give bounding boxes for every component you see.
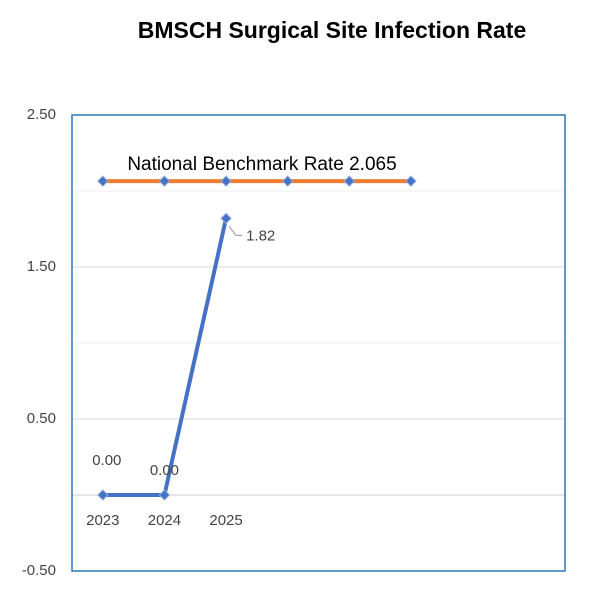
- marker: [158, 489, 171, 501]
- marker: [158, 175, 171, 187]
- marker: [405, 175, 417, 187]
- annotation: National Benchmark Rate 2.065: [127, 154, 396, 175]
- marker: [220, 212, 232, 225]
- data-label: 0.00: [150, 462, 179, 479]
- x-tick-label: 2024: [148, 512, 181, 529]
- y-tick-label: 0.50: [27, 410, 56, 427]
- data-label: 0.00: [92, 452, 121, 469]
- plot-frame: [71, 114, 566, 572]
- data-label: 1.82: [246, 227, 275, 244]
- y-tick-label: 2.50: [27, 106, 56, 123]
- chart-title: BMSCH Surgical Site Infection Rate: [138, 17, 527, 43]
- marker: [97, 175, 109, 187]
- marker: [220, 175, 232, 187]
- x-tick-label: 2023: [86, 512, 119, 529]
- marker: [281, 175, 294, 187]
- x-tick-label: 2025: [209, 512, 242, 529]
- marker: [343, 175, 356, 187]
- leader-line: [228, 226, 243, 236]
- y-tick-label: -0.50: [22, 562, 56, 579]
- marker: [97, 489, 109, 501]
- y-tick-label: 1.50: [27, 258, 56, 275]
